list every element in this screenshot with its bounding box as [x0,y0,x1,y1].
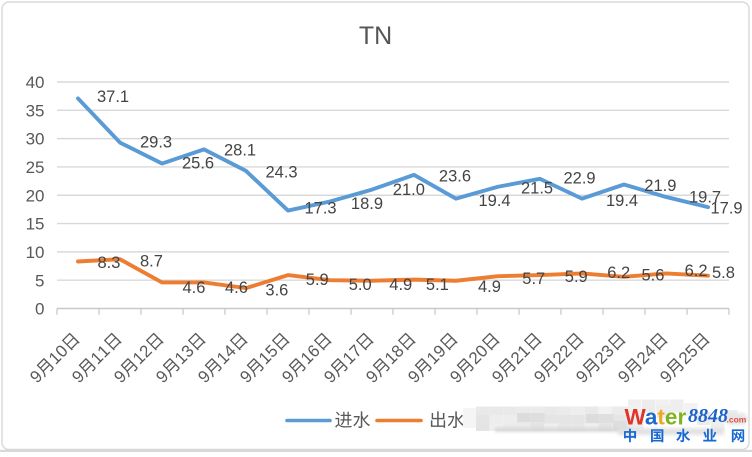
svg-text:20: 20 [26,186,45,205]
svg-text:6.2: 6.2 [685,262,708,280]
svg-text:4.6: 4.6 [183,279,206,297]
svg-text:5.1: 5.1 [426,276,449,294]
svg-text:30: 30 [26,130,45,149]
svg-text:21.5: 21.5 [521,179,553,197]
svg-text:4.6: 4.6 [225,279,248,297]
svg-text:25.6: 25.6 [182,155,214,173]
svg-text:3.6: 3.6 [265,282,288,300]
svg-text:8.7: 8.7 [140,252,163,270]
svg-text:24.3: 24.3 [266,163,298,181]
svg-text:8848: 8848 [688,405,728,427]
svg-text:5.9: 5.9 [306,271,329,289]
svg-text:5.6: 5.6 [642,266,665,284]
svg-text:37.1: 37.1 [97,88,129,106]
svg-text:TN: TN [359,22,392,50]
svg-text:15: 15 [26,215,45,234]
svg-text:21.0: 21.0 [393,181,425,199]
svg-text:35: 35 [26,101,45,120]
svg-text:5.0: 5.0 [349,276,372,294]
svg-text:5.7: 5.7 [522,270,545,288]
svg-text:28.1: 28.1 [224,141,256,159]
svg-text:18.9: 18.9 [351,195,383,213]
svg-text:19.4: 19.4 [606,192,638,210]
svg-text:23.6: 23.6 [439,167,471,185]
svg-text:25: 25 [26,158,45,177]
svg-text:4.9: 4.9 [478,278,501,296]
svg-text:0: 0 [35,300,44,319]
svg-text:4.9: 4.9 [389,276,412,294]
svg-text:22.9: 22.9 [564,169,596,187]
svg-text:19.7: 19.7 [689,189,721,207]
svg-text:17.3: 17.3 [305,200,337,218]
svg-text:Water: Water [625,404,687,429]
svg-text:.com: .com [727,415,747,425]
svg-text:5.9: 5.9 [565,268,588,286]
svg-text:21.9: 21.9 [644,177,676,195]
svg-text:10: 10 [26,243,45,262]
svg-text:6.2: 6.2 [607,264,630,282]
svg-text:5.8: 5.8 [712,264,735,282]
svg-text:19.4: 19.4 [479,192,511,210]
svg-text:8.3: 8.3 [98,254,121,272]
svg-text:29.3: 29.3 [140,133,172,151]
svg-text:17.9: 17.9 [711,199,743,217]
svg-text:5: 5 [35,271,44,290]
svg-text:40: 40 [26,73,45,92]
